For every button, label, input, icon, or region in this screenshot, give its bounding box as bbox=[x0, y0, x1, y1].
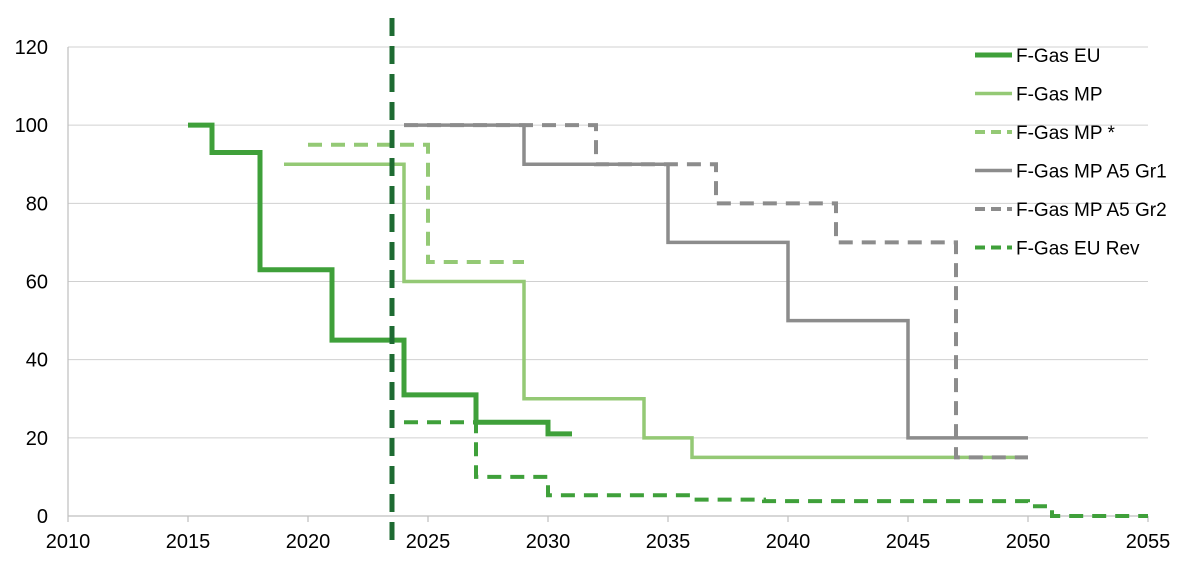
series-line-5 bbox=[404, 123, 1028, 460]
gridlines bbox=[68, 46, 1148, 439]
legend-item: F-Gas MP * bbox=[975, 123, 1115, 144]
y-tick-label: 40 bbox=[26, 350, 48, 372]
legend-item: F-Gas MP bbox=[975, 85, 1103, 106]
x-tick-label: 2020 bbox=[286, 531, 331, 553]
x-tick-label: 2035 bbox=[646, 531, 691, 553]
x-tick-label: 2015 bbox=[166, 531, 211, 553]
legend-item: F-Gas EU bbox=[975, 46, 1100, 67]
legend-label: F-Gas MP * bbox=[1016, 123, 1115, 144]
x-tick-label: 2045 bbox=[886, 531, 931, 553]
legend-item: F-Gas MP A5 Gr1 bbox=[975, 162, 1167, 183]
series-line-6 bbox=[404, 420, 1148, 518]
series-line-3 bbox=[308, 142, 524, 264]
y-tick-label: 60 bbox=[26, 272, 48, 294]
series-line-1 bbox=[188, 122, 572, 437]
x-tick-label: 2010 bbox=[46, 531, 91, 553]
x-tick-label: 2055 bbox=[1126, 531, 1171, 553]
x-tick-label: 2040 bbox=[766, 531, 811, 553]
x-tick-label: 2025 bbox=[406, 531, 451, 553]
legend-label: F-Gas EU bbox=[1016, 46, 1100, 67]
series-line-2 bbox=[284, 162, 1028, 460]
y-tick-label: 0 bbox=[37, 506, 48, 528]
legend-label: F-Gas MP A5 Gr2 bbox=[1016, 200, 1167, 221]
legend-item: F-Gas MP A5 Gr2 bbox=[975, 200, 1167, 221]
legend-item: F-Gas EU Rev bbox=[975, 239, 1140, 260]
y-tick-label: 120 bbox=[15, 37, 48, 59]
legend-label: F-Gas EU Rev bbox=[1016, 239, 1140, 260]
series-line-4 bbox=[404, 123, 1028, 440]
x-tick-label: 2050 bbox=[1006, 531, 1051, 553]
legend-label: F-Gas MP A5 Gr1 bbox=[1016, 162, 1167, 183]
y-tick-label: 20 bbox=[26, 428, 48, 450]
x-tick-label: 2030 bbox=[526, 531, 571, 553]
series-lines bbox=[188, 122, 1148, 518]
legend: F-Gas EU F-Gas MP F-Gas MP * F-Gas MP A5 Gr… bbox=[975, 46, 1167, 260]
y-tick-label: 100 bbox=[15, 115, 48, 137]
y-tick-label: 80 bbox=[26, 193, 48, 215]
legend-label: F-Gas MP bbox=[1016, 85, 1103, 106]
